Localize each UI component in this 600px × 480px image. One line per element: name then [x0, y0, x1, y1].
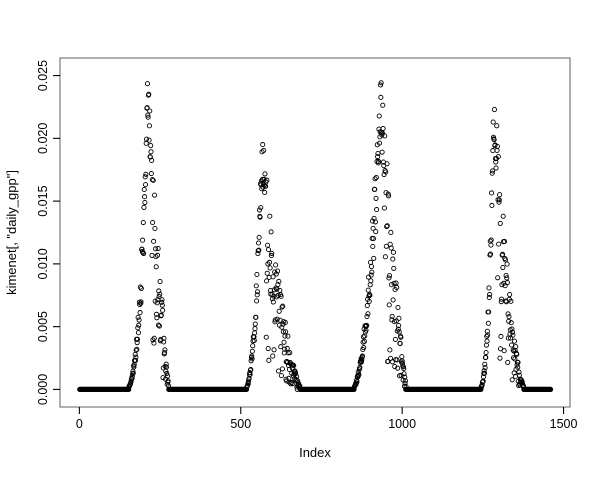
x-axis-title: Index	[299, 445, 331, 460]
y-tick-label: 0.000	[36, 374, 50, 405]
y-tick-label: 0.010	[36, 248, 50, 279]
x-tick-label: 1500	[550, 417, 578, 431]
axis-tick-labels: 0 500 1000 1500 0.000 0.005 0.010 0.015 0.020 0.0…	[36, 60, 577, 431]
y-tick-label: 0.005	[36, 311, 50, 342]
axis-ticks	[53, 75, 565, 414]
data-points	[77, 80, 554, 392]
x-tick-label: 0	[76, 417, 83, 431]
y-tick-label: 0.025	[36, 60, 50, 91]
x-tick-label: 500	[230, 417, 251, 431]
x-tick-label: 1000	[388, 417, 416, 431]
y-axis-title: kimenet[, "daily_gpp"]	[4, 170, 19, 295]
plot-frame-box	[59, 57, 571, 408]
y-tick-label: 0.020	[36, 123, 50, 154]
y-tick-label: 0.015	[36, 185, 50, 216]
